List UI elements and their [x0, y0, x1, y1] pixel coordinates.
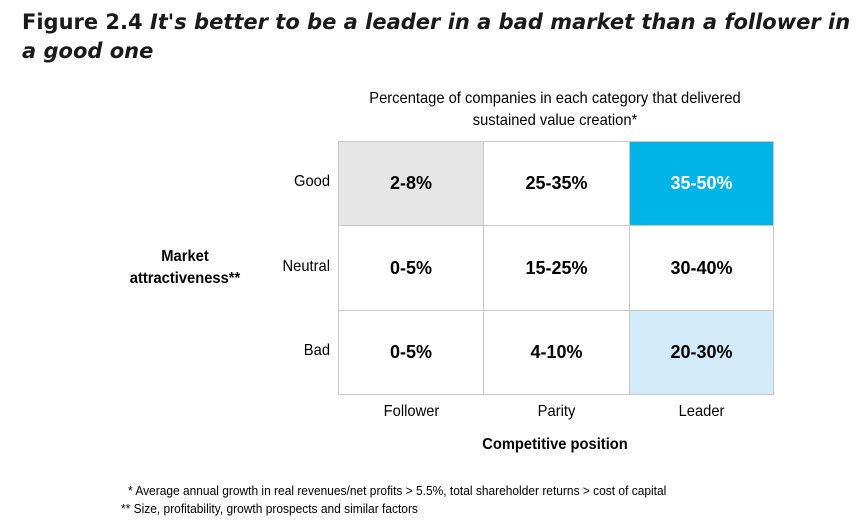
matrix-grid: 2-8% 25-35% 35-50% 0-5% 15-25% 30-40% 0-5% 4-10…	[338, 141, 774, 395]
matrix-cell-good-follower: 2-8%	[339, 142, 484, 226]
row-label-neutral: Neutral	[282, 257, 330, 275]
matrix-cell-neutral-follower: 0-5%	[339, 226, 484, 311]
col-label-parity: Parity	[537, 403, 576, 420]
footnote-1: * Average annual growth in real revenues…	[128, 483, 667, 498]
subtitle-line-1: Percentage of companies in each category…	[369, 90, 741, 107]
col-label-leader: Leader	[678, 403, 724, 420]
matrix-cell-bad-follower: 0-5%	[339, 311, 484, 394]
subtitle-line-2: sustained value creation*	[472, 112, 638, 129]
matrix-cell-good-parity: 25-35%	[484, 142, 630, 226]
row-label-bad: Bad	[303, 341, 330, 359]
matrix-cell-neutral-leader: 30-40%	[630, 226, 773, 311]
matrix-cell-neutral-parity: 15-25%	[484, 226, 630, 311]
matrix-cell-bad-parity: 4-10%	[484, 311, 630, 394]
figure-title: Figure 2.4 It's better to be a leader in…	[22, 8, 852, 66]
y-axis-label-line-1: Market	[161, 248, 209, 265]
matrix-cell-bad-leader: 20-30%	[630, 311, 773, 394]
x-axis-label: Competitive position	[482, 436, 628, 453]
row-label-good: Good	[293, 173, 330, 190]
figure-title-text: It's better to be a leader in a bad mark…	[22, 10, 851, 63]
col-label-follower: Follower	[383, 403, 439, 420]
chart-subtitle: Percentage of companies in each category…	[311, 88, 799, 132]
y-axis-label: Market attractiveness**	[116, 246, 254, 290]
y-axis-label-line-2: attractiveness**	[129, 270, 241, 287]
footnote-2: ** Size, profitability, growth prospects…	[121, 501, 418, 516]
matrix-cell-good-leader: 35-50%	[630, 142, 773, 226]
figure-label: Figure 2.4	[22, 10, 143, 34]
